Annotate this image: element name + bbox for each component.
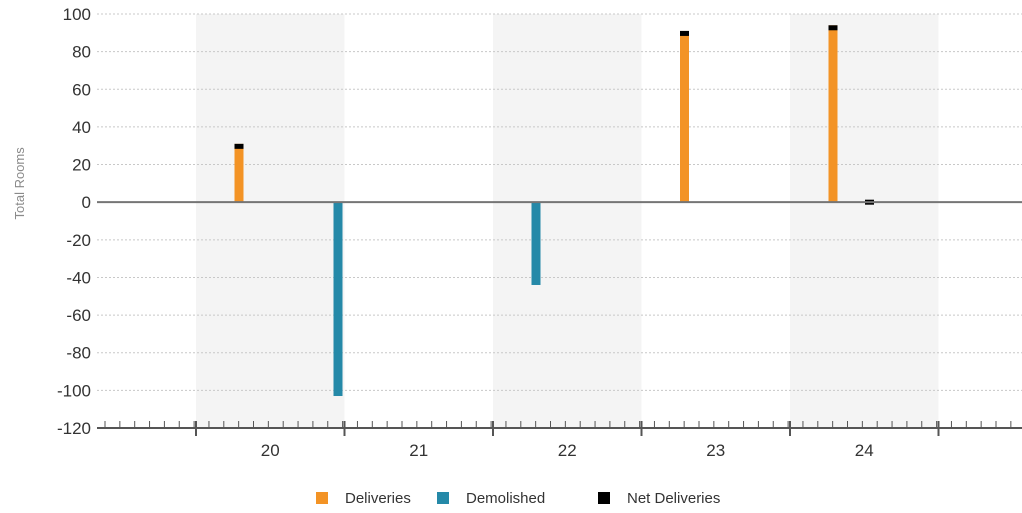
deliveries-bar: [828, 25, 838, 203]
y-tick-label: -120: [57, 419, 91, 438]
net-deliveries-marker: [234, 143, 244, 149]
category-band: [493, 14, 642, 428]
shade-layer: [196, 14, 939, 428]
y-tick-label: 80: [72, 43, 91, 62]
y-tick-label: 40: [72, 118, 91, 137]
x-tick-label: 20: [261, 441, 280, 460]
y-tick-label: 100: [63, 5, 91, 24]
x-tick-label: 24: [855, 441, 874, 460]
y-tick-label: -80: [66, 344, 91, 363]
legend-label: Demolished: [466, 490, 545, 507]
x-tick-label: 21: [409, 441, 428, 460]
demolished-bar: [333, 202, 343, 397]
y-tick-label: -60: [66, 306, 91, 325]
legend-label: Deliveries: [345, 490, 411, 507]
y-tick-label: -100: [57, 381, 91, 400]
label-layer: 100 80 60 40 20 0 -20 -40 -60 -80 -100 -120 Total Ro…: [12, 5, 874, 460]
net-deliveries-marker: [680, 30, 689, 36]
y-tick-label: -40: [66, 268, 91, 287]
legend-swatch: [316, 492, 328, 504]
category-band: [790, 14, 939, 428]
y-tick-label: 20: [72, 156, 91, 175]
deliveries-bar: [234, 143, 244, 203]
y-axis-title: Total Rooms: [12, 147, 27, 220]
legend: Deliveries Demolished Net Deliveries: [316, 490, 720, 507]
legend-swatch: [598, 492, 610, 504]
demolished-bar: [531, 202, 541, 285]
x-tick-label: 22: [558, 441, 577, 460]
deliveries-bar: [680, 30, 689, 203]
y-tick-label: 0: [82, 193, 91, 212]
axis-layer: [97, 201, 1022, 436]
category-band: [196, 14, 345, 428]
legend-label: Net Deliveries: [627, 490, 720, 507]
net-deliveries-marker: [828, 25, 838, 31]
y-tick-label: 60: [72, 80, 91, 99]
x-tick-label: 23: [706, 441, 725, 460]
legend-swatch: [437, 492, 449, 504]
y-tick-label: -20: [66, 231, 91, 250]
